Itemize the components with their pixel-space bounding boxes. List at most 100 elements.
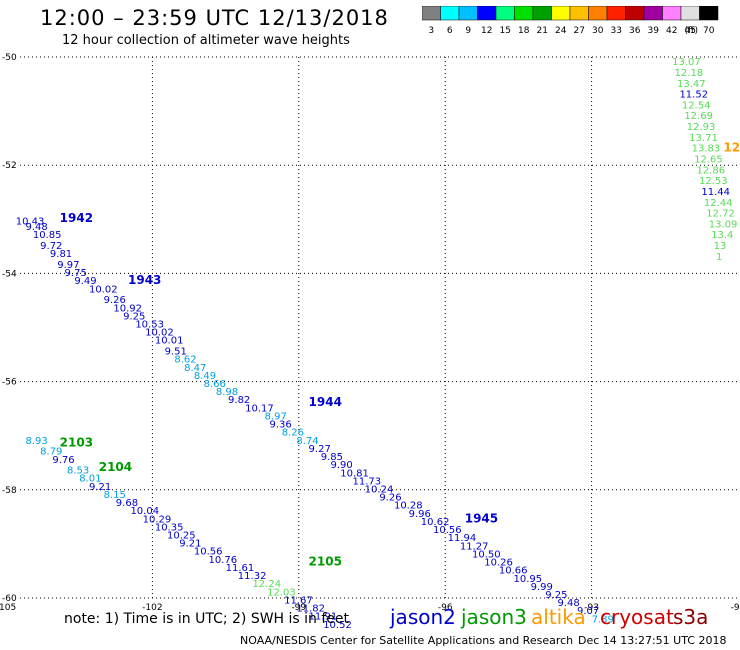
scale-label: 42 xyxy=(666,26,677,36)
wave-height-value-jason2: 10.53 xyxy=(135,320,164,331)
scale-label: 3 xyxy=(428,26,434,36)
page-subtitle: 12 hour collection of altimeter wave hei… xyxy=(62,33,350,48)
wave-height-value-jason3: 10.52 xyxy=(323,620,352,631)
wave-height-value-jason2: 11.73 xyxy=(352,476,381,487)
footer-credit: NOAA/NESDIS Center for Satellite Applica… xyxy=(240,634,574,647)
scale-label: 39 xyxy=(648,26,660,36)
wave-height-value-altika: 13.09 xyxy=(709,219,738,230)
wave-height-value-jason2: 10.56 xyxy=(433,525,462,536)
wave-height-value-jason2: 10.02 xyxy=(145,328,174,339)
wave-height-value-jason2: 8.74 xyxy=(296,436,318,447)
pass-number-label: 2105 xyxy=(309,555,342,569)
pass-number-label: 2104 xyxy=(99,460,132,474)
wave-height-value-jason3: 9.76 xyxy=(52,455,74,466)
wave-height-value-jason2: 10.81 xyxy=(340,468,369,479)
scale-label: 21 xyxy=(537,26,548,36)
wave-height-value-jason3: 11.61 xyxy=(226,563,255,574)
wave-height-value-jason2: 9.07 xyxy=(577,606,599,617)
wave-height-value-jason2: 9.90 xyxy=(331,460,353,471)
x-tick-label: -102 xyxy=(142,603,162,613)
wave-height-value-jason2: 10.28 xyxy=(394,501,423,512)
footer-timestamp: Dec 14 13:27:51 UTC 2018 xyxy=(578,634,727,647)
color-scale-legend: 3 6 9 12 15 18 21 24 27 30 33 36 39 42 45 70(ft) xyxy=(422,6,719,36)
wave-height-value-jason2: 9.82 xyxy=(228,395,250,406)
scale-label: 36 xyxy=(629,26,641,36)
scale-label: 12 xyxy=(481,26,492,36)
page-title: 12:00 – 23:59 UTC 12/13/2018 xyxy=(40,6,389,30)
pass-number-label: 1247 xyxy=(723,141,740,155)
scale-label: 45 xyxy=(685,26,696,36)
wave-height-value-altika: 12.54 xyxy=(682,100,711,111)
wave-height-value-jason2: 11.94 xyxy=(448,533,477,544)
wave-height-value-jason2: 9.97 xyxy=(57,260,79,271)
wave-height-value-jason2: 10.85 xyxy=(33,230,62,241)
wave-height-value-altika: 13.83 xyxy=(692,144,721,155)
wave-height-value-jason2: 10.17 xyxy=(245,403,274,414)
x-tick-label: -96 xyxy=(438,603,453,613)
wave-height-value-jason3: 10.35 xyxy=(155,522,184,533)
wave-height-value-altika: 11.52 xyxy=(679,90,708,101)
wave-height-value-altika: 12.44 xyxy=(704,198,733,209)
wave-height-value-jason2: 10.02 xyxy=(89,284,118,295)
x-tick-label: -99 xyxy=(291,603,306,613)
wave-height-value-jason2: 10.43 xyxy=(16,217,45,228)
wave-height-value-altika: 12.18 xyxy=(675,68,704,79)
wave-height-value-jason3: 8.01 xyxy=(79,474,101,485)
wave-height-value-jason2: 10.66 xyxy=(499,566,528,577)
x-tick-label: -93 xyxy=(584,603,599,613)
wave-height-value-altika: 13 xyxy=(714,241,727,252)
legend-cryosat: cryosat xyxy=(600,605,674,629)
pass-number-label: 2103 xyxy=(60,436,93,450)
wave-height-value-jason3: 9.21 xyxy=(89,482,111,493)
wave-height-value-jason2: 9.36 xyxy=(270,420,292,431)
wave-height-value-jason3: 10.04 xyxy=(130,506,159,517)
scale-label: 9 xyxy=(465,26,471,36)
wave-height-value-jason3: 8.79 xyxy=(40,447,62,458)
wave-height-value-jason2: 9.49 xyxy=(74,276,96,287)
wave-height-value-altika: 13.4 xyxy=(711,230,733,241)
scale-label: 24 xyxy=(555,26,567,36)
wave-height-value-jason3: 12.03 xyxy=(267,587,296,598)
y-tick-label: -58 xyxy=(2,486,17,496)
wave-height-value-jason3: 9.68 xyxy=(116,498,138,509)
wave-height-value-jason2: 9.75 xyxy=(65,268,87,279)
wave-height-value-jason2: 10.24 xyxy=(365,485,394,496)
wave-height-value-jason3: 11.67 xyxy=(284,595,313,606)
wave-height-value-jason2: 11.27 xyxy=(460,541,489,552)
wave-height-value-jason2: 10.95 xyxy=(514,574,543,585)
wave-height-value-jason3: 8.53 xyxy=(67,466,89,477)
wave-height-value-jason3: 9.21 xyxy=(179,539,201,550)
scale-unit: (ft) xyxy=(684,26,698,36)
wave-height-value-jason2: 8.98 xyxy=(216,387,238,398)
scale-label: 70 xyxy=(703,26,715,36)
scale-swatch xyxy=(699,6,719,21)
y-tick-label: -60 xyxy=(2,594,17,604)
wave-height-value-jason3: 10.76 xyxy=(209,555,238,566)
wave-height-value-jason2: 9.25 xyxy=(123,311,145,322)
note-text: note: 1) Time is in UTC; 2) SWH is in fe… xyxy=(64,611,350,627)
legend-jason2: jason2 xyxy=(390,605,456,629)
wave-height-value-jason2: 9.48 xyxy=(557,598,579,609)
wave-height-value-altika: 12.72 xyxy=(706,209,735,220)
wave-height-value-jason2: 9.99 xyxy=(531,582,553,593)
wave-height-value-jason2: 8.47 xyxy=(184,363,206,374)
wave-height-value-jason2: 9.26 xyxy=(379,493,401,504)
scale-label: 6 xyxy=(447,26,453,36)
wave-height-value-altika: 13.71 xyxy=(689,133,718,144)
wave-height-value-jason2: 9.51 xyxy=(165,347,187,358)
scale-label: 15 xyxy=(500,26,511,36)
wave-height-value-jason2: 10.92 xyxy=(113,303,142,314)
wave-height-value-jason2: 9.81 xyxy=(50,249,72,260)
wave-height-value-jason2: 8.66 xyxy=(204,379,226,390)
wave-height-value-jason3: 11.82 xyxy=(296,604,325,615)
wave-height-value-jason2: 8.49 xyxy=(194,371,216,382)
scale-label: 30 xyxy=(592,26,604,36)
wave-height-value-jason2: 10.01 xyxy=(155,336,184,347)
wave-height-value-altika: 12.86 xyxy=(697,165,726,176)
wave-height-value-jason3: 11.32 xyxy=(238,571,267,582)
wave-height-value-jason3: 12.24 xyxy=(252,579,281,590)
wave-height-value-jason2: 7.89 xyxy=(592,614,614,625)
pass-number-label: 1944 xyxy=(309,395,342,409)
wave-height-value-jason2: 10.50 xyxy=(472,549,501,560)
